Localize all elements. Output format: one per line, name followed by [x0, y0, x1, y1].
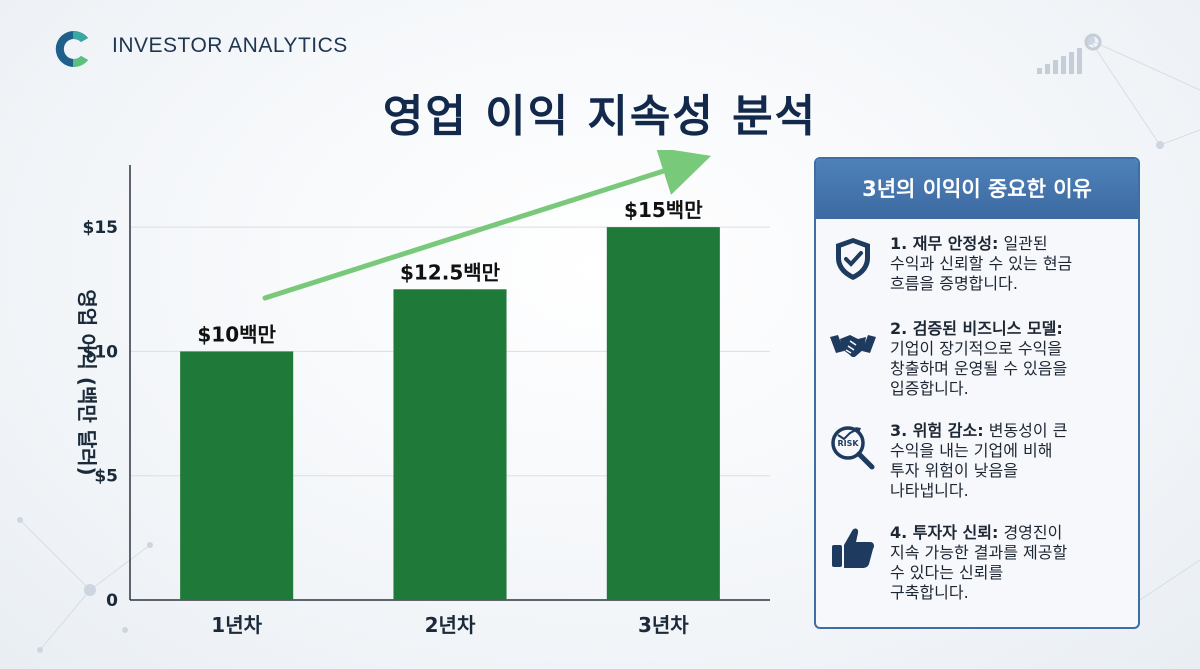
y-tick-label: 0 — [106, 591, 118, 611]
reason-4-line-1: 경영진이 — [1003, 523, 1063, 542]
handshake-icon — [830, 335, 876, 358]
reason-4-line-2: 지속 가능한 결과를 제공할 — [890, 543, 1068, 562]
reason-3-line-2: 수익을 내는 기업에 비해 — [890, 441, 1053, 460]
thumbs-up-icon — [832, 528, 874, 568]
reason-1-line-3: 흐름을 증명합니다. — [890, 274, 1018, 293]
brand-name: INVESTOR ANALYTICS — [112, 34, 348, 57]
trend-arrow — [262, 150, 712, 301]
bar — [393, 289, 507, 600]
panel-title: 3년의 이익이 중요한 이유 — [816, 159, 1138, 219]
bar-data-label: $15백만 — [624, 198, 703, 222]
page-title: 영업 이익 지속성 분석 — [382, 91, 818, 142]
reasons-panel: 3년의 이익이 중요한 이유 1. 재무 안정성: 일관된 수익과 신뢰할 수 … — [814, 157, 1140, 629]
x-category-label: 2년차 — [425, 613, 476, 637]
bar — [606, 227, 720, 600]
bar-data-label: $12.5백만 — [400, 260, 501, 284]
reason-4-line-4: 구축합니다. — [890, 583, 969, 602]
reason-1-line-1: 일관된 — [1003, 234, 1048, 253]
reason-3-line-1: 변동성이 큰 — [988, 421, 1068, 440]
x-category-label: 1년차 — [211, 613, 262, 637]
bar — [180, 351, 294, 600]
shield-check-icon — [836, 238, 870, 280]
reason-2-line-2: 기업이 장기적으로 수익을 — [890, 339, 1063, 358]
reason-1-line-2: 수익과 신뢰할 수 있는 현금 — [890, 254, 1073, 273]
operating-income-bar-chart: 0 $5 $10 $15 영업 이익 (백만 달러) $10백만 1년차 $12.5백만 2년… — [75, 150, 770, 637]
reason-2-line-3: 창출하며 운영될 수 있음을 — [890, 359, 1068, 378]
investor-analytics-logo — [55, 30, 88, 68]
y-tick-label: $10 — [83, 342, 119, 362]
reason-4-line-3: 수 있다는 신뢰를 — [890, 563, 1004, 582]
bar-data-label: $10백만 — [197, 322, 276, 346]
reason-2-heading: 2. 검증된 비즈니스 모델: — [890, 319, 1063, 338]
risk-magnifier-icon: RISK — [831, 426, 875, 470]
y-tick-label: $15 — [83, 218, 119, 238]
reason-3-line-4: 나타냅니다. — [890, 481, 969, 500]
y-axis-label: 영업 이익 (백만 달러) — [75, 289, 99, 475]
x-category-label: 3년차 — [638, 613, 689, 637]
risk-icon-label: RISK — [837, 439, 859, 448]
reason-4-heading: 4. 투자자 신뢰: — [890, 523, 999, 542]
reason-3-line-3: 투자 위험이 낮음을 — [890, 461, 1018, 480]
reason-1-heading: 1. 재무 안정성: — [890, 234, 999, 253]
reason-3-heading: 3. 위험 감소: — [890, 421, 984, 440]
signal-bars-decoration — [1037, 33, 1102, 74]
reason-2-line-4: 입증합니다. — [890, 379, 969, 398]
y-tick-label: $5 — [94, 467, 118, 487]
